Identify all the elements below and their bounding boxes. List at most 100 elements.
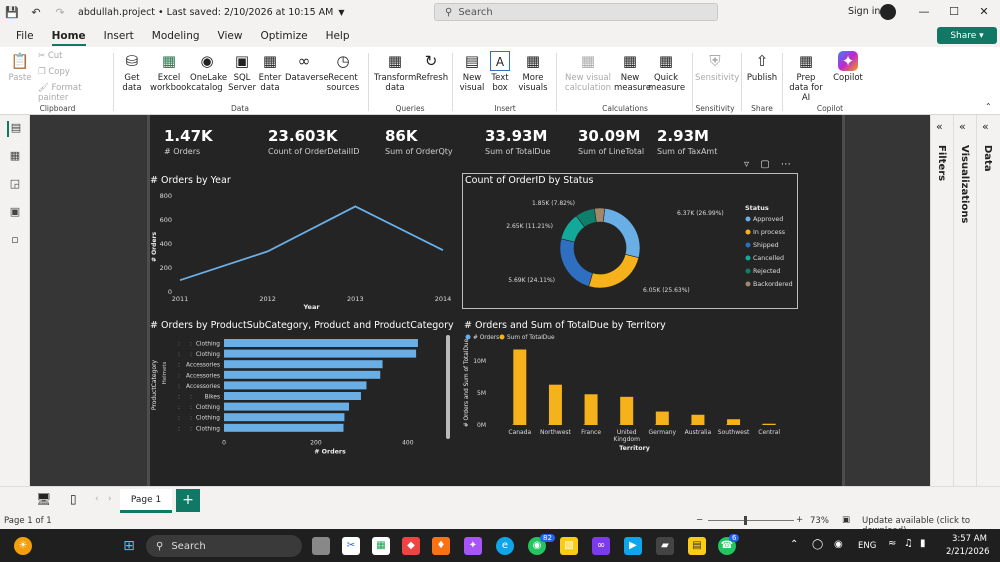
zoom-slider-thumb[interactable] — [744, 516, 747, 525]
menu-modeling[interactable]: Modeling — [151, 30, 200, 42]
text-box-button[interactable]: A Text box — [488, 51, 512, 93]
share-button[interactable]: Share ▾ — [937, 27, 997, 44]
menu-file[interactable]: File — [16, 30, 34, 42]
dax-query-view-icon[interactable]: ▣ — [9, 205, 21, 218]
title-dropdown-icon[interactable]: ▼ — [338, 8, 345, 17]
kpi-card-linetotal[interactable]: 30.09M Sum of LineTotal — [578, 127, 644, 156]
maximize-icon[interactable]: ☐ — [949, 5, 959, 18]
get-data-button[interactable]: ⛁ Get data — [118, 51, 146, 93]
vscode-icon[interactable]: ▶ — [624, 537, 642, 555]
prep-data-button[interactable]: ▦ Prep data for AI — [786, 51, 826, 103]
zoom-out-icon[interactable]: − — [696, 515, 704, 525]
volume-icon[interactable]: ♫ — [904, 538, 913, 549]
kpi-card-orderdetail[interactable]: 23.603K Count of OrderDetailID — [268, 127, 359, 156]
ribbon-collapse-icon[interactable]: ⌃ — [985, 102, 992, 111]
add-page-button[interactable]: + — [176, 489, 200, 512]
hbar-scrollbar[interactable] — [446, 335, 450, 439]
expand-icon[interactable]: « — [959, 120, 966, 133]
focus-mode-icon[interactable]: ▢ — [760, 159, 770, 170]
page-tab[interactable]: Page 1 — [120, 489, 172, 513]
copilot-app-icon[interactable]: ✦ — [464, 537, 482, 555]
redo-icon[interactable]: ↷ — [55, 6, 65, 19]
mobile-layout-icon[interactable]: ▯ — [70, 492, 77, 506]
filter-icon[interactable]: ▿ — [744, 159, 750, 170]
weather-icon[interactable]: ☀ — [14, 537, 32, 555]
search-box[interactable]: ⚲ Search — [434, 3, 718, 21]
desktop-layout-icon[interactable]: 🖥 — [36, 492, 52, 506]
taskbar-search[interactable]: ⚲ Search — [146, 535, 302, 557]
sign-in-link[interactable]: Sign in — [848, 6, 881, 17]
app-cube-icon[interactable]: ▰ — [656, 537, 674, 555]
undo-icon[interactable]: ↶ — [31, 6, 41, 19]
menu-view[interactable]: View — [217, 30, 243, 42]
more-options-icon[interactable]: ⋯ — [780, 159, 791, 170]
task-view-icon[interactable] — [312, 537, 330, 555]
kpi-card-orderqty[interactable]: 86K Sum of OrderQty — [385, 127, 453, 156]
new-visual-button[interactable]: ▤ New visual — [458, 51, 486, 93]
tray-chevron-icon[interactable]: ⌃ — [790, 539, 799, 550]
snipping-tool-icon[interactable]: ✂ — [342, 537, 360, 555]
data-pane[interactable]: « Data — [977, 115, 1000, 486]
publish-button[interactable]: ⇧ Publish — [746, 51, 778, 83]
line-chart[interactable]: 0 200 400 600 800 2011 2012 2013 2014 Year # Order… — [150, 187, 455, 309]
refresh-button[interactable]: ↻ Refresh — [416, 51, 448, 83]
sql-server-button[interactable]: ▣ SQL Server — [228, 51, 256, 93]
kpi-card-orders[interactable]: 1.47K # Orders — [164, 127, 213, 156]
zoom-slider[interactable] — [708, 520, 794, 521]
zoom-in-icon[interactable]: + — [796, 515, 804, 525]
start-icon[interactable]: ⊞ — [123, 538, 135, 554]
dataverse-button[interactable]: ∞ Dataverse — [285, 51, 329, 83]
more-visuals-button[interactable]: ▦ More visuals — [514, 51, 552, 93]
edge-icon[interactable]: e — [496, 537, 514, 555]
table-view-icon[interactable]: ▦ — [9, 149, 21, 162]
prev-page-icon[interactable]: ‹ — [95, 494, 99, 504]
close-icon[interactable]: ✕ — [979, 5, 989, 18]
visualizations-pane[interactable]: « Visualizations — [954, 115, 977, 486]
language-indicator[interactable]: ENG — [858, 541, 877, 551]
clock-date[interactable]: 2/21/2026 — [946, 547, 990, 557]
anydesk-icon[interactable]: ◆ — [402, 537, 420, 555]
sensitivity-button[interactable]: ⛨ Sensitivity — [695, 51, 739, 83]
brave-icon[interactable]: ♦ — [432, 537, 450, 555]
column-chart[interactable]: # Orders Sum of TotalDue 0M 5M 10M Canada Nort… — [462, 333, 798, 463]
report-view-icon[interactable]: ▤ — [7, 121, 23, 137]
store-icon[interactable]: ▦ — [372, 537, 390, 555]
menu-home[interactable]: Home — [51, 30, 86, 46]
enter-data-button[interactable]: ▦ Enter data — [258, 51, 282, 93]
expand-icon[interactable]: « — [936, 120, 943, 133]
recent-sources-button[interactable]: ◷ Recent sources — [326, 51, 360, 93]
power-bi-icon[interactable]: ▤ — [688, 537, 706, 555]
donut-chart-frame[interactable]: Count of OrderID by Status 6.37K (26.99%… — [462, 173, 798, 309]
account-icon[interactable] — [880, 4, 896, 20]
menu-help[interactable]: Help — [325, 30, 350, 42]
donut-chart[interactable]: 6.37K (26.99%) 6.05K (25.63%) 5.69K (24.11… — [463, 186, 797, 308]
new-visual-calculation-button[interactable]: ▦ New visual calculation — [562, 51, 614, 93]
copilot-button[interactable]: ✦ Copilot — [828, 51, 868, 83]
menu-optimize[interactable]: Optimize — [260, 30, 308, 42]
next-page-icon[interactable]: › — [108, 494, 112, 504]
expand-icon[interactable]: « — [982, 120, 989, 133]
hbar-chart[interactable]: Clothing::Clothing::Accessories::Accesso… — [150, 333, 455, 463]
cut-button[interactable]: ✂ Cut — [38, 51, 63, 61]
tray-app-icon[interactable]: ◯ — [812, 539, 824, 550]
model-view-icon[interactable]: ◲ — [9, 177, 21, 190]
format-painter-button[interactable]: 🖌 Format painter — [38, 83, 82, 103]
paste-button[interactable]: 📋 Paste — [6, 51, 34, 83]
filters-pane[interactable]: « Filters — [931, 115, 954, 486]
quick-measure-button[interactable]: ▦ Quick measure — [648, 51, 685, 93]
battery-icon[interactable]: ▮ — [920, 538, 926, 549]
kpi-card-totaldue[interactable]: 33.93M Sum of TotalDue — [485, 127, 551, 156]
clock-time[interactable]: 3:57 AM — [952, 534, 987, 544]
transform-data-button[interactable]: ▦ Transform data — [374, 51, 416, 93]
new-measure-button[interactable]: ▦ New measure — [614, 51, 651, 93]
excel-workbook-button[interactable]: ▦ Excel workbook — [150, 51, 191, 93]
minimize-icon[interactable]: — — [918, 5, 930, 18]
fit-to-page-icon[interactable]: ▣ — [842, 515, 851, 525]
wifi-icon[interactable]: ≈ — [888, 538, 897, 549]
menu-insert[interactable]: Insert — [103, 30, 134, 42]
save-icon[interactable]: 💾 — [5, 6, 19, 19]
file-explorer-icon[interactable]: ▧ — [560, 537, 578, 555]
copy-button[interactable]: ❐ Copy — [38, 67, 70, 77]
tray-app2-icon[interactable]: ◉ — [834, 539, 843, 550]
visual-studio-icon[interactable]: ∞ — [592, 537, 610, 555]
